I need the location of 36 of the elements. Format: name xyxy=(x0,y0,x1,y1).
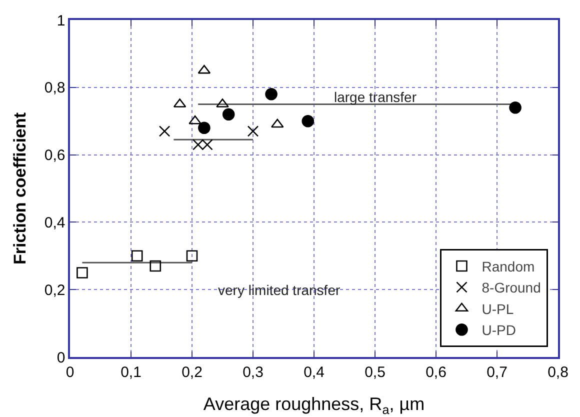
point xyxy=(265,88,278,100)
point xyxy=(76,267,88,278)
point xyxy=(158,126,170,137)
legend-label: Random xyxy=(482,258,535,274)
point xyxy=(509,101,522,114)
x-tick-label: 0,1 xyxy=(120,364,142,381)
y-tick-label: 0,8 xyxy=(44,80,66,97)
point xyxy=(270,118,284,128)
point xyxy=(198,64,211,74)
y-tick-label: 0 xyxy=(56,349,66,366)
point xyxy=(131,250,143,262)
x-tick-label: 0,8 xyxy=(548,364,568,381)
annotation: large transfer xyxy=(334,89,417,105)
y-axis-title: Friction coefficient xyxy=(10,112,30,265)
point xyxy=(247,126,259,137)
x-tick-label: 0,4 xyxy=(304,364,324,381)
legend-label: U-PL xyxy=(482,300,514,317)
point xyxy=(302,114,314,128)
legend-label: 8-Ground xyxy=(482,280,541,296)
point xyxy=(186,250,198,262)
y-tick-label: 0,6 xyxy=(44,147,66,164)
x-tick-label: 0,6 xyxy=(426,364,446,381)
y-tick-label: 0,4 xyxy=(44,214,66,232)
point xyxy=(198,122,210,134)
x-tick-label: 0,5 xyxy=(364,364,386,381)
x-tick-label: 0,2 xyxy=(182,364,202,381)
x-tick-label: 0,7 xyxy=(486,364,508,381)
point xyxy=(188,115,202,124)
x-axis-title: Average roughness, R$_{a}$, µm xyxy=(203,394,425,417)
y-tick-label: 0,2 xyxy=(44,282,66,299)
annotation: very limited transfer xyxy=(218,282,340,298)
point xyxy=(222,108,235,121)
legend-label: U-PD xyxy=(482,322,516,338)
x-tick-label: 0,3 xyxy=(242,364,264,381)
point xyxy=(150,260,162,272)
y-tick-label: 1 xyxy=(56,12,66,30)
